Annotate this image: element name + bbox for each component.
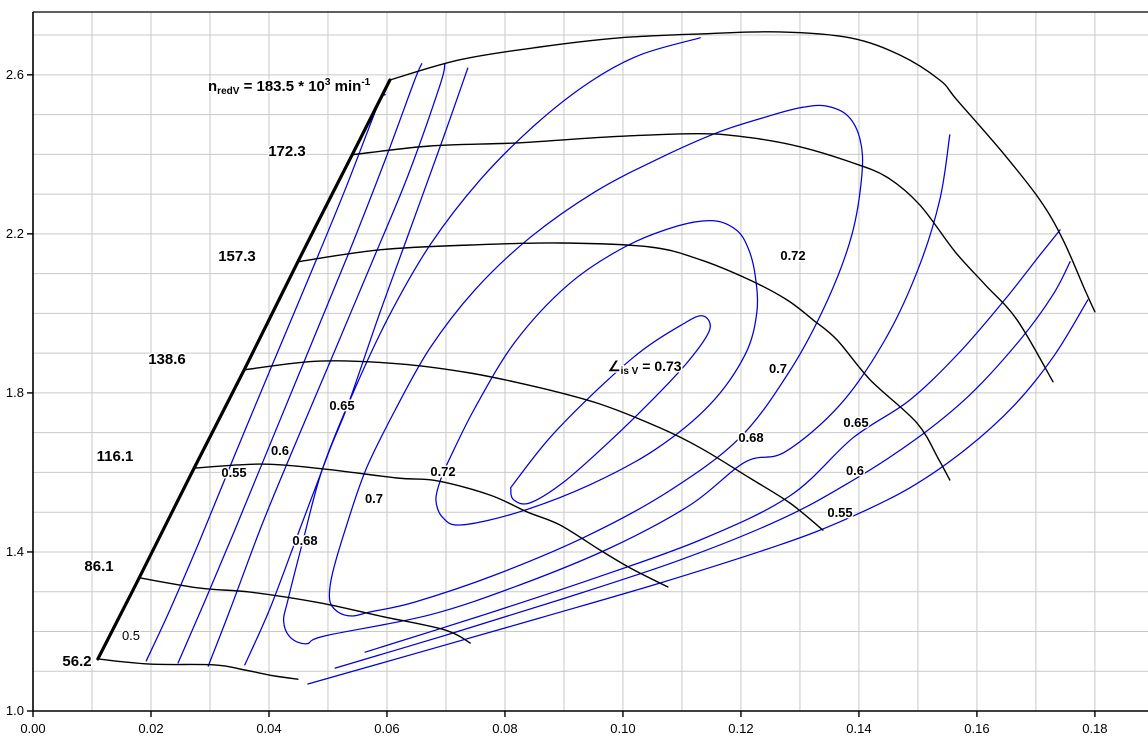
x-tick-label: 0.04	[256, 721, 281, 736]
label-speed-label-56.2: 56.2	[62, 653, 91, 670]
label-eta-label-0.72-left: 0.72	[430, 464, 455, 479]
label-eta-label-0.55-left: 0.55	[221, 465, 246, 480]
x-tick-label: 0.16	[964, 721, 989, 736]
label-speed-label-172.3: 172.3	[268, 143, 306, 160]
efficiency-contour-eta-0.60-left	[207, 63, 446, 667]
efficiency-contour-eta-0.72	[435, 219, 759, 526]
speed-line-138.6	[243, 360, 824, 531]
efficiency-contour-eta-0.55-right	[307, 299, 1089, 685]
speed-line-116.1	[193, 463, 669, 588]
label-eta-label-0.55-right: 0.55	[827, 505, 852, 520]
speed-line-157.3	[297, 242, 951, 481]
label-eta-label-0.65-right: 0.65	[843, 415, 868, 430]
label-speed-label-138.6: 138.6	[148, 351, 186, 368]
x-tick-label: 0.06	[374, 721, 399, 736]
efficiency-contour-eta-0.50-left	[145, 93, 386, 662]
efficiency-contour-eta-0.70	[328, 104, 864, 617]
label-eta-label-0.7-right: 0.7	[769, 361, 787, 376]
speed-line-56.2	[97, 658, 299, 680]
label-eta-title: ∠is V = 0.73	[608, 358, 682, 377]
y-tick-label: 1.0	[6, 703, 24, 718]
efficiency-contour-eta-0.68	[282, 37, 951, 645]
label-eta-label-0.68-left: 0.68	[292, 533, 317, 548]
surge-line	[96, 78, 392, 661]
axes	[27, 11, 1148, 717]
efficiency-contour-eta-0.55-left	[177, 63, 423, 664]
x-tick-label: 0.12	[728, 721, 753, 736]
speed-line-172.3	[351, 132, 1054, 383]
x-tick-label: 0.02	[138, 721, 163, 736]
label-speed-label-86.1: 86.1	[84, 558, 113, 575]
label-eta-label-0.7-left: 0.7	[365, 491, 383, 506]
curve-labels: nredV = 183.5 * 103 min-1 172.3 157.3 138.6…	[61, 76, 870, 672]
label-speed-title: nredV = 183.5 * 103 min-1	[208, 77, 371, 97]
x-tick-label: 0.18	[1082, 721, 1107, 736]
efficiency-contours	[145, 37, 1089, 685]
label-eta-label-0.6-right: 0.6	[846, 463, 864, 478]
label-eta-label-0.5: 0.5	[122, 628, 140, 643]
y-tick-label: 1.8	[6, 385, 24, 400]
grid	[33, 12, 1148, 711]
surge-line-group	[96, 78, 392, 661]
label-speed-label-157.3: 157.3	[218, 248, 256, 265]
label-eta-label-0.6-left: 0.6	[271, 443, 289, 458]
y-tick-label: 1.4	[6, 544, 24, 559]
speed-lines	[97, 31, 1096, 680]
x-tick-label: 0.14	[846, 721, 871, 736]
efficiency-contour-eta-0.65-right	[364, 229, 1061, 653]
y-tick-label: 2.6	[6, 67, 24, 82]
x-tick-label: 0.08	[492, 721, 517, 736]
speed-line-86.1	[138, 577, 471, 644]
label-eta-label-0.68-right: 0.68	[738, 430, 763, 445]
speed-line-183.5	[389, 31, 1096, 313]
efficiency-contour-eta-0.60-right	[334, 261, 1071, 669]
efficiency-contour-eta-0.73	[509, 315, 711, 505]
label-speed-label-116.1: 116.1	[97, 448, 134, 465]
x-tick-label: 0.10	[610, 721, 635, 736]
y-tick-label: 2.2	[6, 226, 24, 241]
axis-tick-labels: 0.00 0.02 0.04 0.06 0.08 0.10 0.12 0.14 0.16 0.18…	[6, 67, 1108, 736]
label-eta-label-0.65-left: 0.65	[329, 398, 354, 413]
label-eta-label-0.72-right: 0.72	[780, 248, 805, 263]
x-tick-label: 0.00	[20, 721, 45, 736]
